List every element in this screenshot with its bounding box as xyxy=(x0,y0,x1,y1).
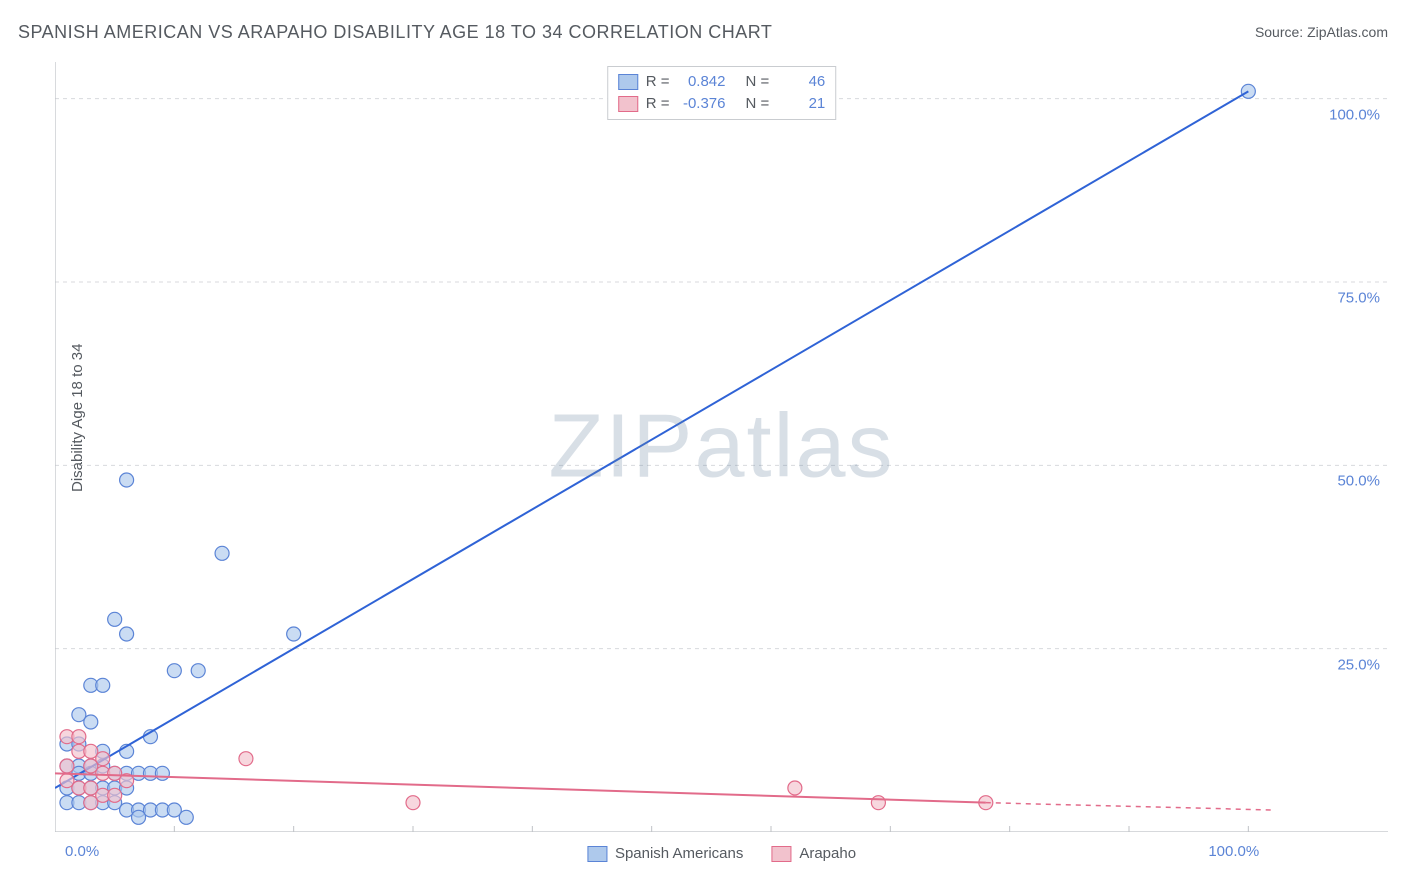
y-tick-label: 75.0% xyxy=(1337,290,1380,307)
swatch-blue xyxy=(587,846,607,862)
y-tick-label: 50.0% xyxy=(1337,473,1380,490)
y-tick-label: 25.0% xyxy=(1337,656,1380,673)
legend-label-blue: Spanish Americans xyxy=(615,845,743,862)
legend-item-pink: Arapaho xyxy=(771,845,856,862)
legend-label-pink: Arapaho xyxy=(799,845,856,862)
stat-r-label: R = xyxy=(646,71,670,93)
stat-r-blue: 0.842 xyxy=(678,71,726,93)
scatter-plot: Disability Age 18 to 34 25.0% 50.0% 75.0% 1… xyxy=(55,62,1388,832)
chart-title: SPANISH AMERICAN VS ARAPAHO DISABILITY A… xyxy=(18,22,772,43)
swatch-pink xyxy=(618,96,638,112)
legend-item-blue: Spanish Americans xyxy=(587,845,743,862)
swatch-pink xyxy=(771,846,791,862)
y-axis-label: Disability Age 18 to 34 xyxy=(69,344,86,492)
x-tick-label: 100.0% xyxy=(1208,843,1259,860)
y-tick-label: 100.0% xyxy=(1329,106,1380,123)
source-label: Source: ZipAtlas.com xyxy=(1255,24,1388,40)
stat-n-pink: 21 xyxy=(777,93,825,115)
stat-n-label: N = xyxy=(746,93,770,115)
stats-row-blue: R = 0.842 N = 46 xyxy=(618,71,826,93)
swatch-blue xyxy=(618,74,638,90)
series-legend: Spanish Americans Arapaho xyxy=(587,845,856,862)
stats-row-pink: R = -0.376 N = 21 xyxy=(618,93,826,115)
stat-n-blue: 46 xyxy=(777,71,825,93)
stat-r-pink: -0.376 xyxy=(678,93,726,115)
stats-legend: R = 0.842 N = 46 R = -0.376 N = 21 xyxy=(607,66,837,120)
stat-r-label: R = xyxy=(646,93,670,115)
plot-svg xyxy=(55,62,1388,832)
x-tick-label: 0.0% xyxy=(65,843,99,860)
stat-n-label: N = xyxy=(746,71,770,93)
